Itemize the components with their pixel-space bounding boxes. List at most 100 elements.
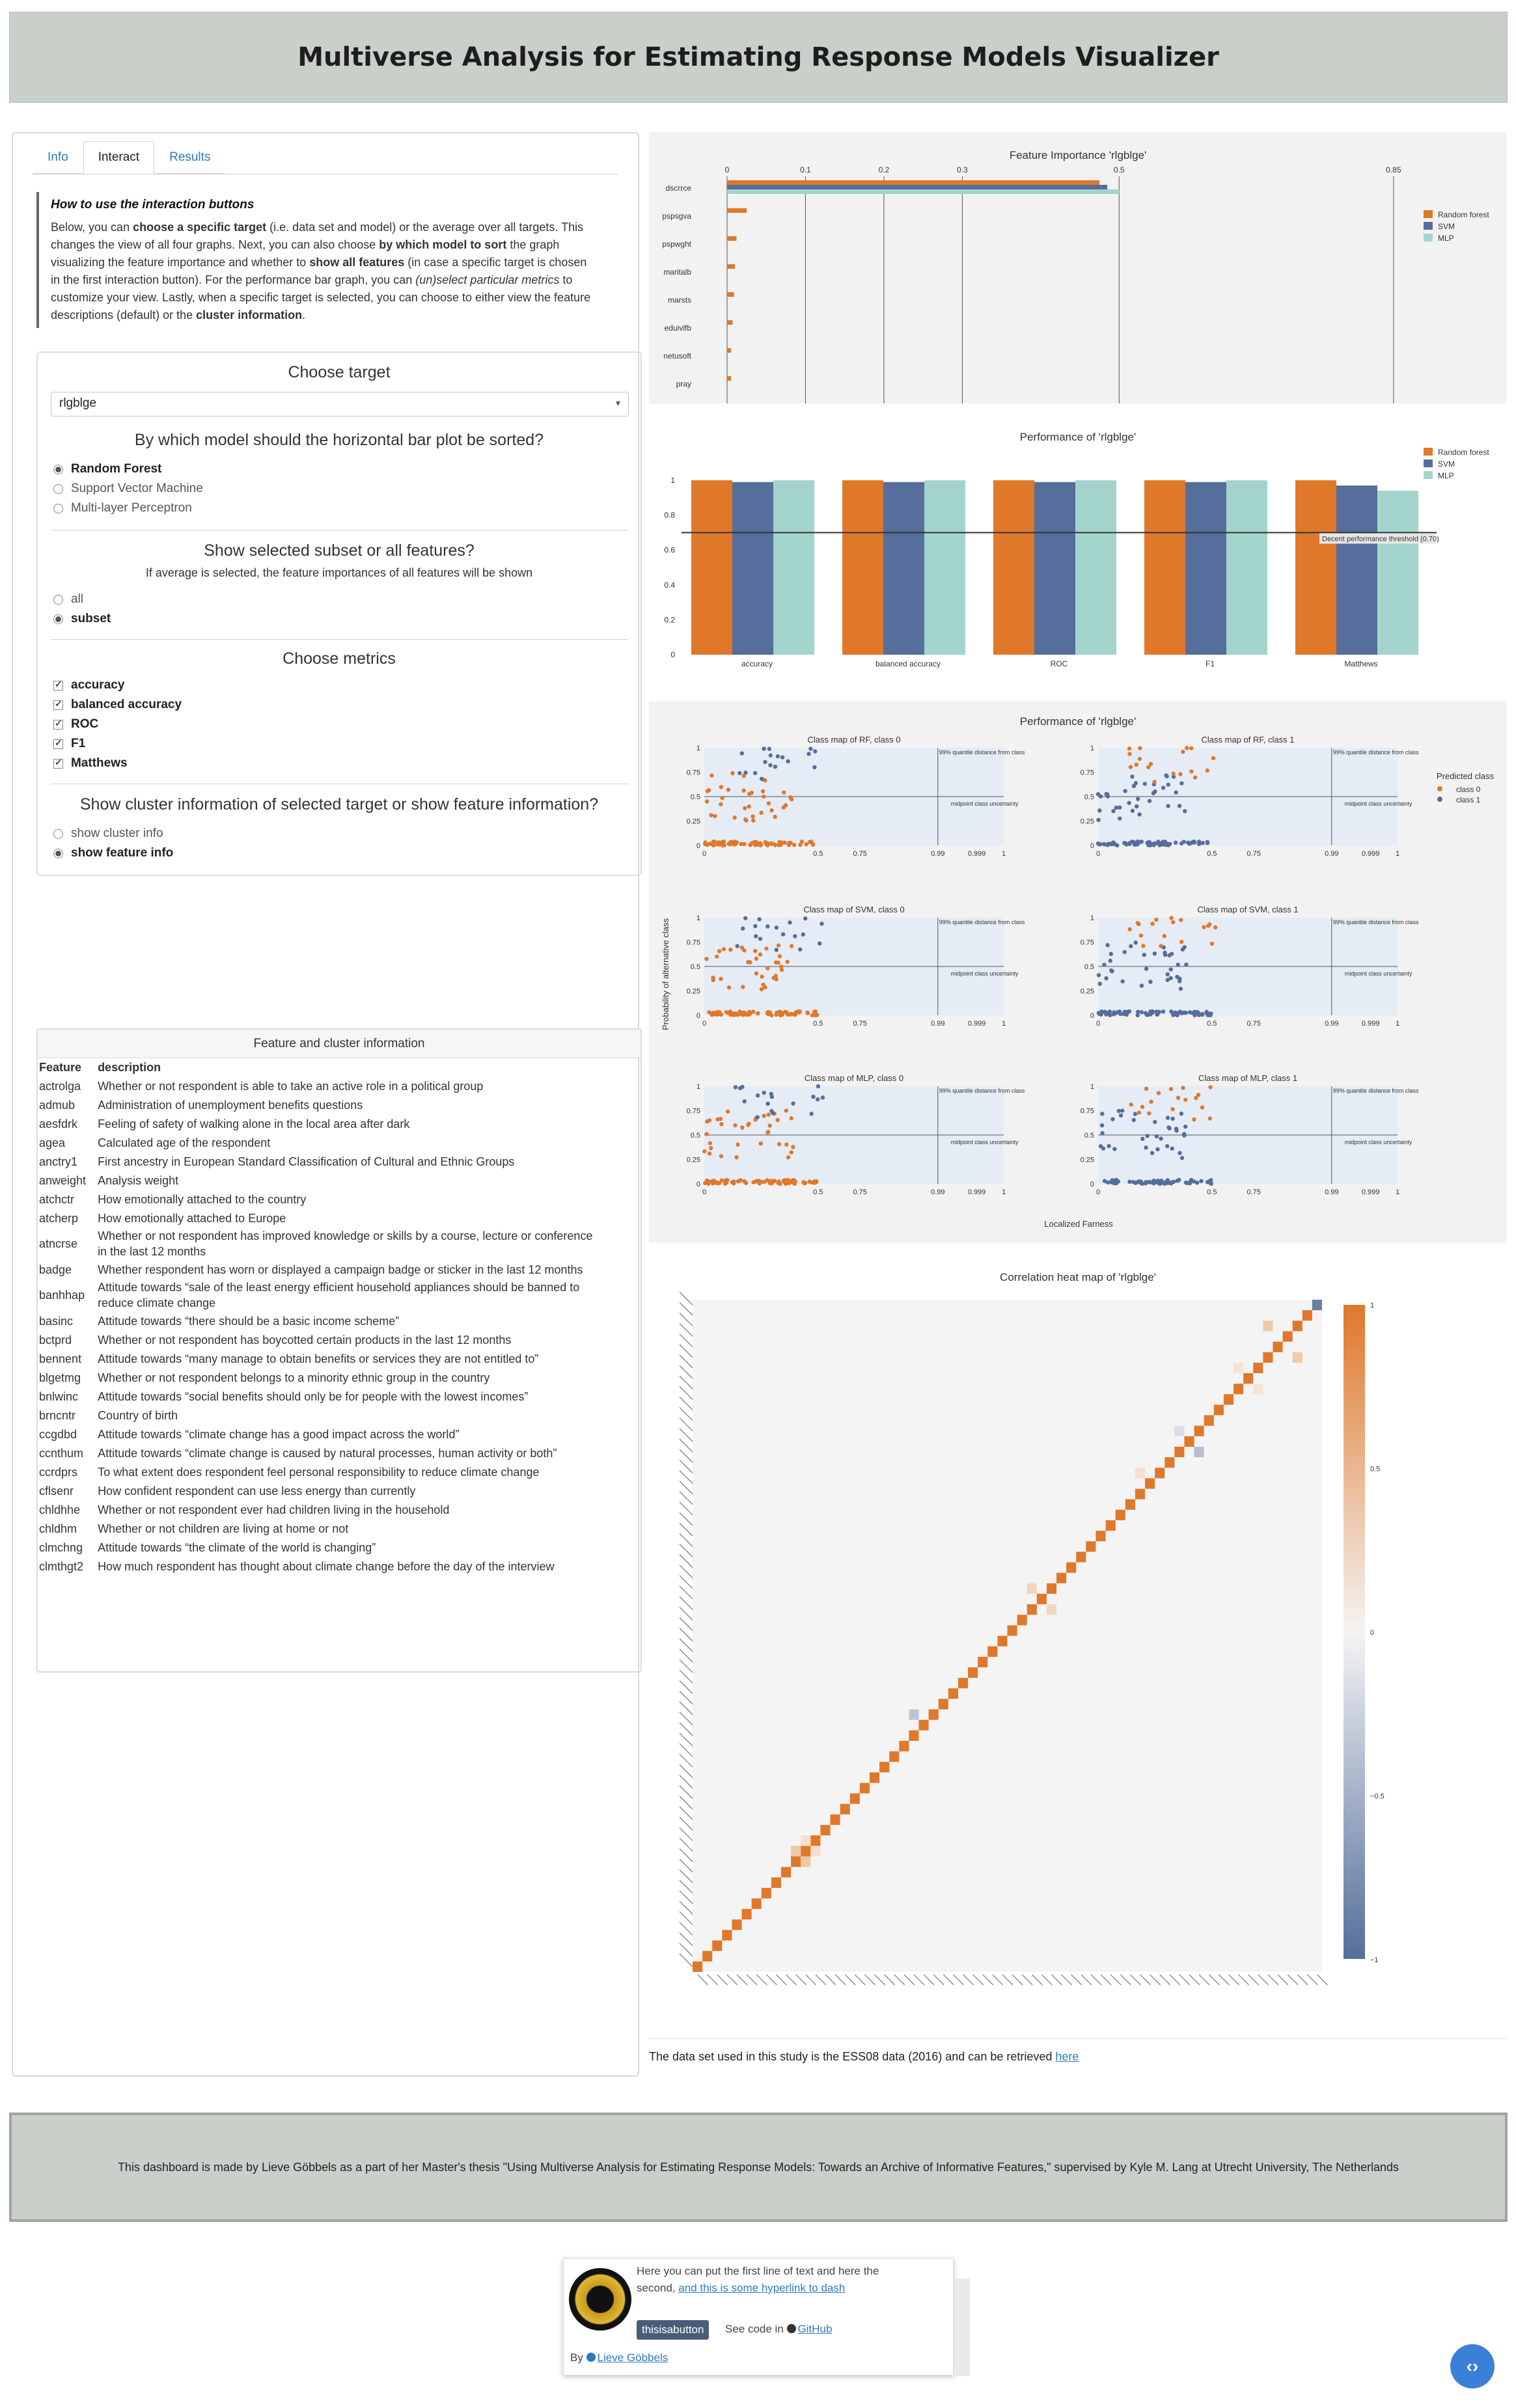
metric-roc[interactable]: ROC [53,717,98,732]
classmap-y-tick: 0 [696,842,700,850]
metric-matthews[interactable]: Matthews [53,756,128,771]
classmap-point [710,841,714,847]
table-row: atchctr How emotionally attached to the c… [39,1190,605,1209]
heatmap-y-tick [679,1848,693,1862]
heatmap-x-tick [1120,1974,1131,1986]
classmap-point [704,1132,709,1136]
sort-option-svm[interactable]: Support Vector Machine [53,482,203,496]
classmap-point [1150,1151,1155,1155]
classmap-point [733,1085,738,1089]
classmap-point [780,755,785,759]
classmap-point [1149,842,1153,847]
classmap-subtitle: Class map of MLP, class 0 [805,1073,903,1083]
feature-description: Attitude towards “the climate of the wor… [98,1540,376,1554]
classmap-point [763,840,768,845]
classmap-point [1168,1181,1173,1185]
subset-option-subset[interactable]: subset [53,612,111,626]
sort-option-mlp[interactable]: Multi-layer Perceptron [53,501,192,515]
classmap-point [1108,1013,1112,1018]
heatmap-y-tick [679,1365,693,1379]
classmap-point [1178,1151,1182,1155]
github-link[interactable]: GitHub [797,2323,833,2335]
classmap-panel: Performance of 'rlgblge' Class map of RF… [649,701,1507,1243]
classmap-legend-label: class 0 [1456,785,1481,794]
heatmap-cell [810,1846,821,1857]
tab-interact[interactable]: Interact [83,141,155,174]
classmap-point [1131,1179,1136,1184]
classmap-point [740,1125,745,1130]
fi-feature-label: dscrrce [666,184,692,193]
classmap-point [1197,840,1202,845]
heatmap-x-tick [923,1974,935,1986]
heatmap-x-tick [834,1974,846,1986]
tab-results[interactable]: Results [154,141,226,174]
feature-code: cflsenr [39,1484,74,1498]
perf-bar [1377,491,1418,655]
classmap-point [704,799,710,804]
classmap-point [769,1091,773,1097]
author-link[interactable]: Lieve Göbbels [597,2351,668,2364]
classmap-point [724,1181,729,1185]
fi-legend-label: SVM [1438,222,1455,231]
heatmap-x-tick [1159,1974,1171,1986]
classmap-point [767,1123,772,1128]
classmap-point [760,789,765,794]
classmap-x-tick: 0.75 [853,850,866,858]
classmap-x-tick: 0.999 [1362,1188,1380,1196]
classmap-point [775,754,780,759]
classmap-point [1176,1095,1181,1101]
heatmap-cell [997,1635,1008,1647]
feature-description: Whether or not respondent has boycotted … [98,1333,512,1347]
classmap-point [1187,1010,1192,1015]
classmap-x-tick: 0 [702,850,706,858]
classmap-point [719,1178,724,1183]
classmap-y-tick: 1 [1090,1083,1094,1091]
dash-link[interactable]: and this is some hyperlink to dash [678,2282,846,2294]
checkbox-icon [53,679,63,691]
heatmap-cell [859,1783,870,1794]
classmap-point [1129,944,1133,949]
heatmap-y-tick [679,1397,693,1410]
classmap-point [1155,1147,1160,1152]
table-row: ccgdbd Attitude towards “climate change h… [39,1425,605,1443]
heatmap-colorbar-tick: 0.5 [1370,1466,1380,1473]
classmap-point [814,1179,818,1184]
classmap-point [1182,945,1187,950]
card-button[interactable]: thisisabutton [637,2320,710,2340]
classmap-point [813,1009,818,1014]
perf-bar [883,482,924,655]
table-row: blgetmg Whether or not respondent belongs… [39,1368,605,1387]
subset-option-all[interactable]: all [53,592,83,607]
cluster-option-cluster[interactable]: show cluster info [53,827,163,841]
dataset-link[interactable]: here [1055,2050,1079,2063]
classmap-subtitle: Class map of MLP, class 1 [1198,1073,1297,1083]
heatmap-cell [1036,1593,1047,1605]
classmap-point [1152,951,1157,956]
target-dropdown[interactable]: rlgblge ▾ [51,392,629,417]
classmap-point [1154,917,1159,922]
chevron-down-icon: ▾ [615,398,620,408]
classmap-point [1139,983,1144,988]
heatmap-cell [840,1803,850,1814]
metric-balanced-accuracy[interactable]: balanced accuracy [53,698,182,712]
cluster-option-feature[interactable]: show feature info [53,846,173,860]
classmap-point [732,815,737,820]
heatmap-y-tick [679,1428,693,1442]
fi-feature-label: maritalb [663,267,691,277]
perf-y-tick: 0.4 [664,581,675,590]
classmap-point [1189,769,1194,774]
heatmap-x-tick [1258,1974,1269,1986]
heatmap-cell [1135,1488,1146,1499]
metric-accuracy[interactable]: accuracy [53,678,124,692]
classmap-point [1209,941,1215,946]
classmap-point [758,952,763,957]
classmap-x-tick: 0 [702,1188,706,1196]
sort-option-rf[interactable]: Random Forest [53,462,161,476]
heatmap-y-tick [679,1334,693,1348]
fi-feature-label: pspwght [662,239,691,249]
code-toggle-button[interactable]: ‹› [1450,2344,1495,2388]
classmap-point [813,749,818,754]
classmap-point [1142,952,1146,957]
tab-info[interactable]: Info [33,141,83,174]
metric-f1[interactable]: F1 [53,737,85,751]
